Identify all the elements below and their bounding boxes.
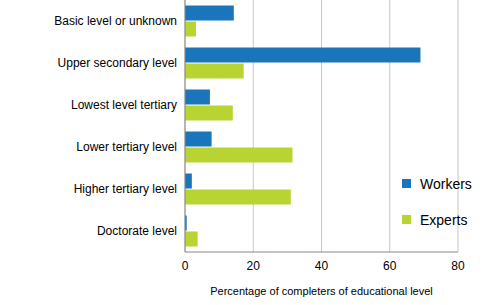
bar: [185, 148, 292, 163]
grid: [185, 0, 458, 252]
bar: [185, 132, 212, 147]
category-label: Basic level or unknown: [54, 14, 177, 28]
grid-line: [253, 0, 254, 252]
y-axis-line: [185, 0, 186, 252]
bars: [185, 6, 420, 247]
x-axis-line: [185, 252, 458, 253]
bar: [185, 106, 233, 121]
tick-label: 60: [383, 259, 397, 273]
legend-label: Workers: [420, 176, 472, 192]
bar: [185, 190, 291, 205]
legend-swatch: [402, 179, 411, 188]
tick-label: 0: [182, 259, 189, 273]
chart-container: 0 20 40 60 80 Basic level or unknown Upper sec…: [0, 0, 492, 305]
bar: [185, 48, 420, 63]
category-label: Lowest level tertiary: [71, 98, 177, 112]
tick-label: 20: [247, 259, 261, 273]
category-label: Higher tertiary level: [74, 182, 177, 196]
grid-line: [185, 0, 186, 252]
category-label: Doctorate level: [97, 224, 177, 238]
legend-swatch: [402, 215, 411, 224]
bar: [185, 64, 244, 79]
tick-label: 40: [315, 259, 329, 273]
category-label: Upper secondary level: [58, 56, 177, 70]
grid-line: [389, 0, 390, 252]
legend-label: Experts: [420, 212, 467, 228]
grid-line: [321, 0, 322, 252]
tick-label: 80: [451, 259, 465, 273]
legend: Workers Experts: [402, 176, 472, 228]
bar: [185, 232, 198, 247]
bar: [185, 22, 196, 37]
category-label: Lower tertiary level: [76, 140, 177, 154]
bar: [185, 174, 192, 189]
bar: [185, 6, 234, 21]
chart-svg: 0 20 40 60 80 Basic level or unknown Upper sec…: [0, 0, 492, 305]
bar: [185, 90, 210, 105]
x-axis-label: Percentage of completers of educational …: [210, 285, 433, 297]
